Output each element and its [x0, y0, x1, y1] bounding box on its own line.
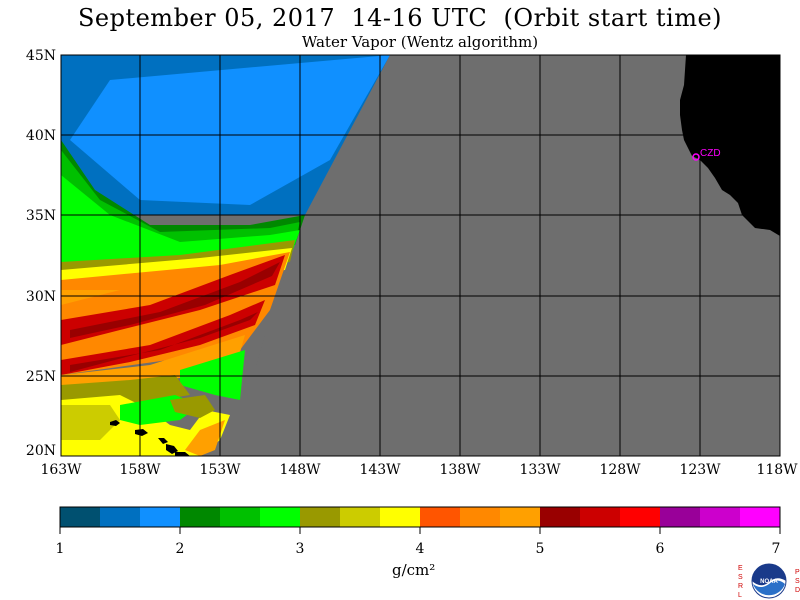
longitude-labels: 163W 158W 153W 148W 143W 138W 133W 128W … [40, 462, 798, 478]
colorbar-tick-label: 1 [56, 541, 65, 557]
logo-letter: S [795, 578, 800, 585]
colorbar-tick-label: 4 [416, 541, 425, 557]
lon-label: 163W [40, 462, 82, 478]
lon-label: 148W [279, 462, 321, 478]
colorbar-swatch [580, 507, 620, 527]
colorbar [60, 507, 780, 527]
lat-label: 35N [26, 208, 56, 224]
lat-label: 25N [26, 369, 56, 385]
lon-label: 153W [199, 462, 241, 478]
noaa-sky [752, 564, 786, 586]
colorbar-tick-label: 3 [296, 541, 305, 557]
lat-label: 45N [26, 48, 56, 64]
lon-label: 138W [439, 462, 481, 478]
colorbar-swatch [100, 507, 140, 527]
colorbar-swatch [700, 507, 740, 527]
station-label: CZD [700, 148, 721, 159]
colorbar-tick-label: 7 [772, 541, 781, 557]
map-frame [60, 54, 781, 457]
colorbar-tick-label: 2 [176, 541, 185, 557]
colorbar-swatch [340, 507, 380, 527]
station-circle [692, 153, 700, 161]
hawaii-islands [110, 420, 190, 456]
lon-label: 123W [679, 462, 721, 478]
colorbar-swatch [380, 507, 420, 527]
psd-letters: P S D [795, 569, 800, 594]
noaa-ocean [753, 580, 785, 596]
noaa-esrl-psd-logo: E S R L P S D NOAA [738, 563, 800, 599]
colorbar-tick-label: 5 [536, 541, 545, 557]
lat-label: 20N [26, 443, 56, 459]
colorbar-swatch [420, 507, 460, 527]
colorbar-swatch [300, 507, 340, 527]
colorbar-swatch [260, 507, 300, 527]
noaa-logo-text: NOAA [760, 579, 778, 585]
water-vapor-swath [61, 55, 780, 456]
colorbar-tick-label: 6 [656, 541, 665, 557]
lat-label: 30N [26, 289, 56, 305]
logo-letter: P [795, 569, 800, 576]
logo-letter: L [738, 592, 742, 599]
logo-letter: D [795, 587, 800, 594]
logo-letter: S [738, 574, 743, 581]
colorbar-tick-labels: 1 2 3 4 5 6 7 [56, 541, 781, 557]
colorbar-swatch [60, 507, 100, 527]
land-mass [680, 55, 780, 236]
map-subtitle: Water Vapor (Wentz algorithm) [301, 33, 539, 51]
colorbar-swatch [660, 507, 700, 527]
colorbar-swatch [540, 507, 580, 527]
colorbar-ticks [59, 527, 781, 534]
latitude-labels: 45N 40N 35N 30N 25N 20N [26, 48, 56, 459]
esrl-letters: E S R L [738, 565, 743, 599]
lon-label: 158W [119, 462, 161, 478]
lon-label: 128W [599, 462, 641, 478]
colorbar-swatch [220, 507, 260, 527]
colorbar-swatch [620, 507, 660, 527]
colorbar-swatch [740, 507, 780, 527]
lat-label: 40N [26, 128, 56, 144]
lon-label: 118W [756, 462, 798, 478]
logo-letter: R [738, 583, 743, 590]
map-title: September 05, 2017 14-16 UTC (Orbit star… [77, 4, 723, 32]
colorbar-swatch [140, 507, 180, 527]
station-marker: CZD [692, 148, 721, 161]
colorbar-swatch [500, 507, 540, 527]
logo-letter: E [738, 565, 743, 572]
colorbar-swatch [460, 507, 500, 527]
colorbar-units: g/cm² [392, 561, 436, 579]
colorbar-swatch [180, 507, 220, 527]
lon-label: 143W [359, 462, 401, 478]
graticule [61, 55, 780, 456]
lon-label: 133W [519, 462, 561, 478]
